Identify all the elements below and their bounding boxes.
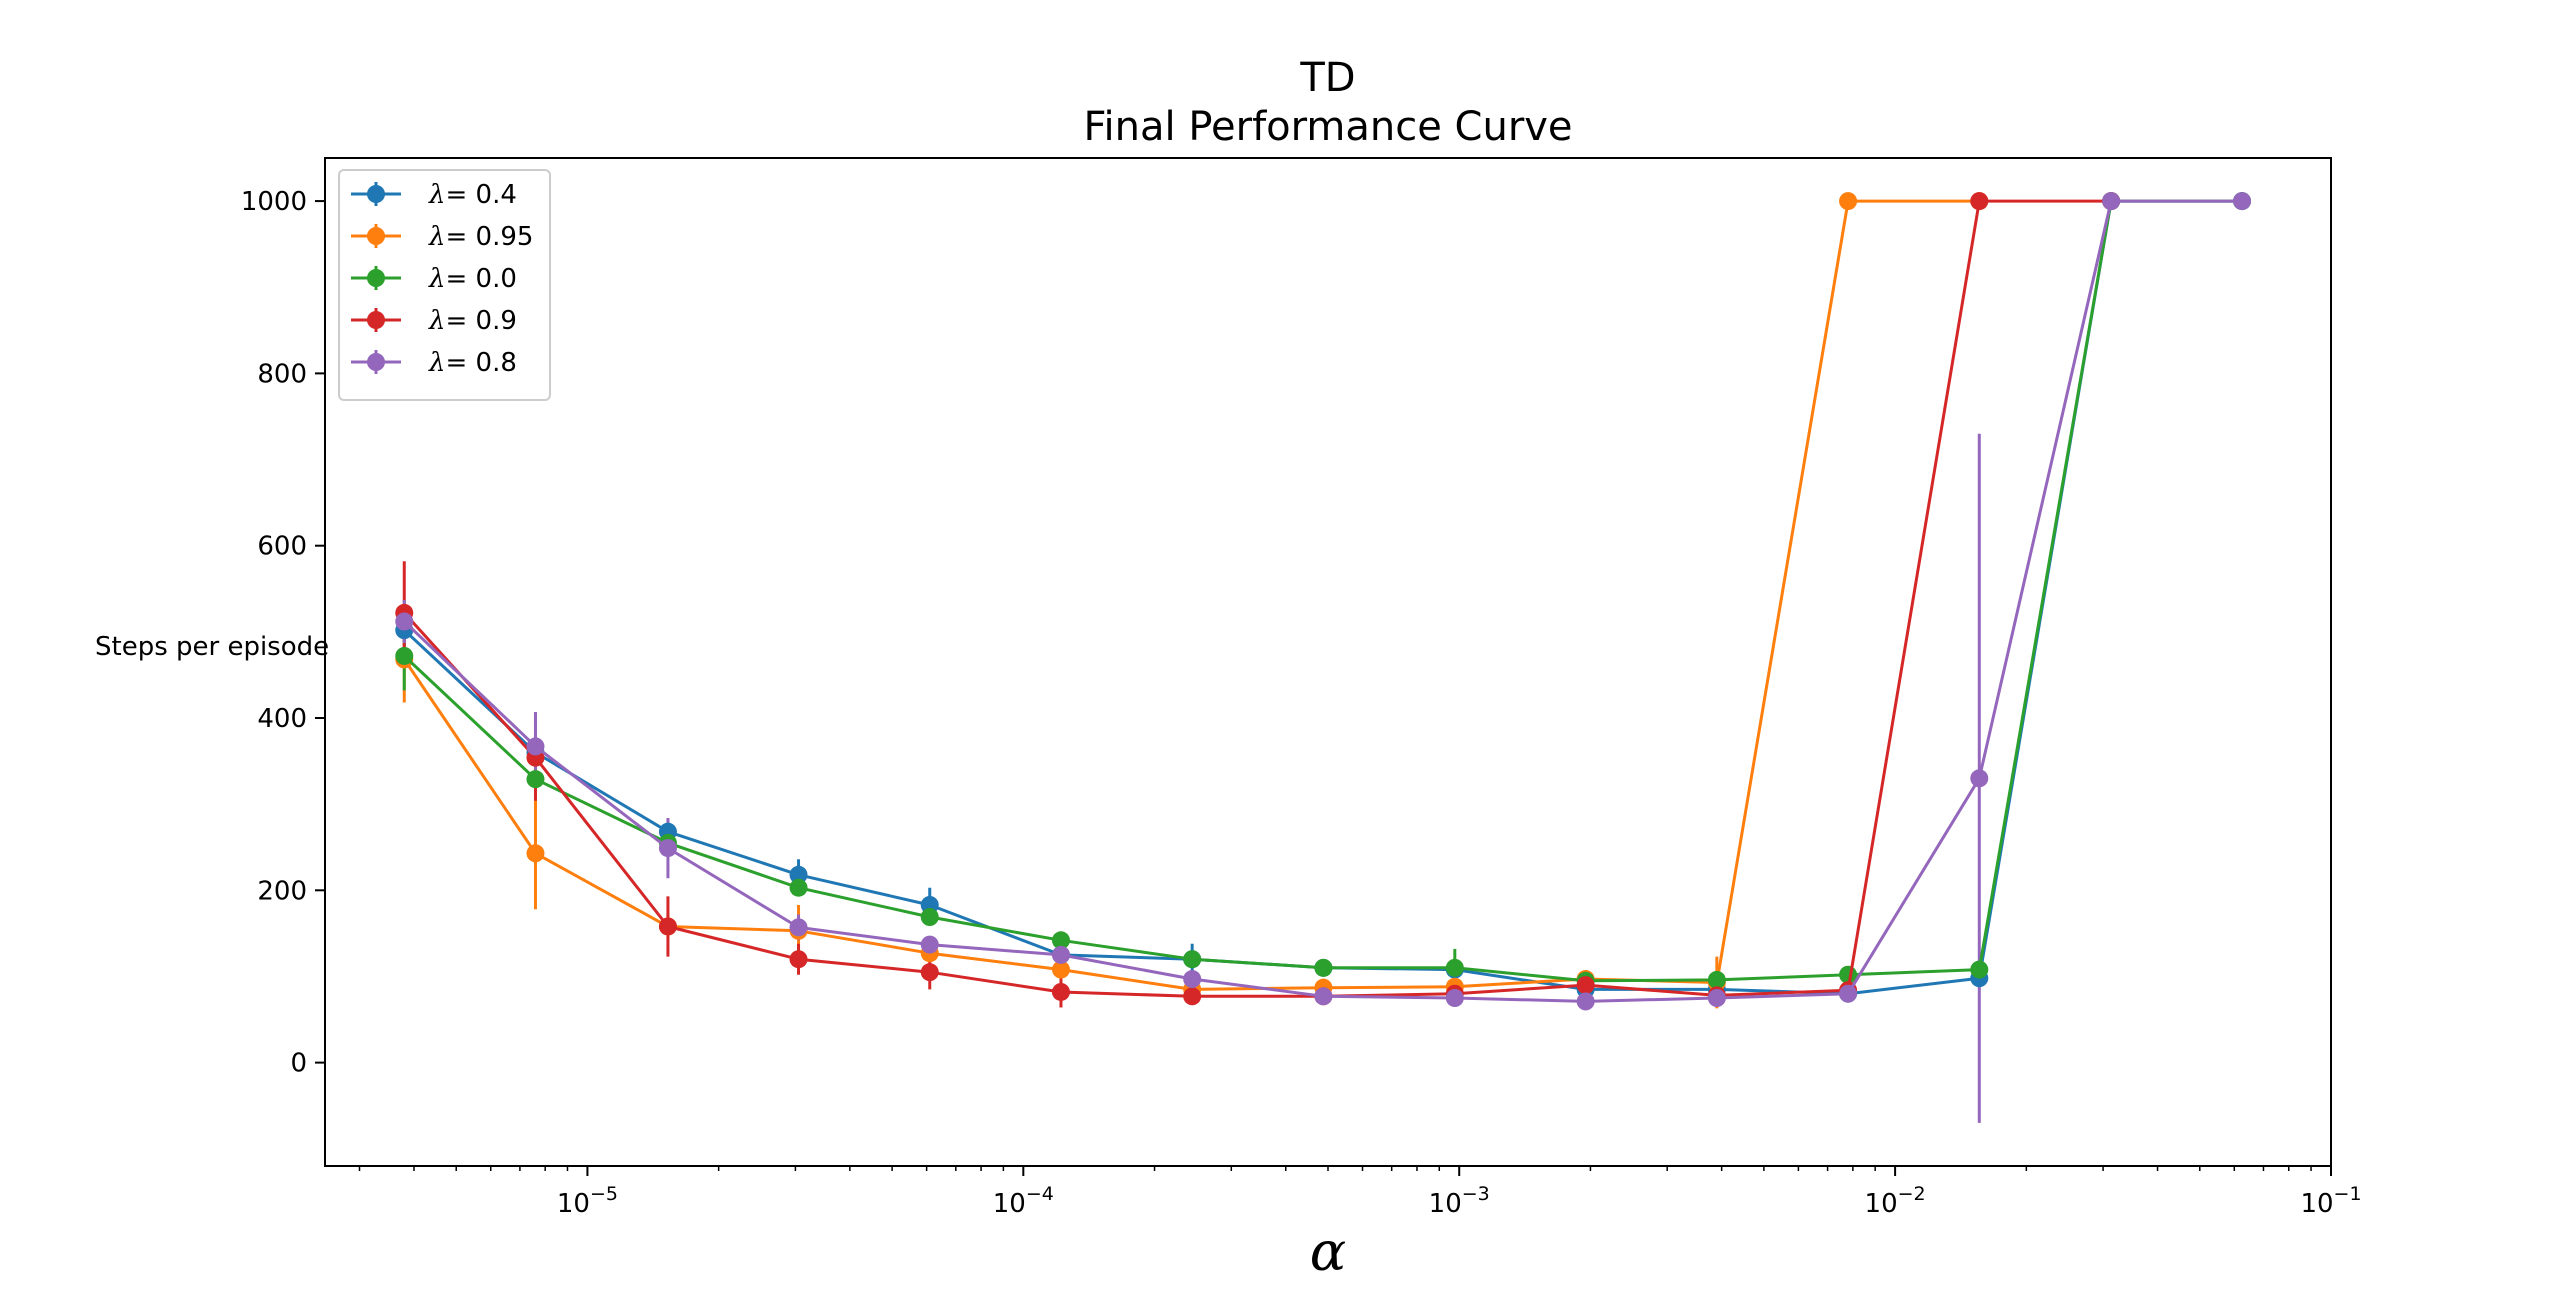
legend-marker — [367, 311, 385, 329]
data-point — [1445, 958, 1464, 977]
data-point — [789, 865, 808, 884]
legend-box — [338, 169, 551, 401]
data-point — [1970, 192, 1989, 211]
data-series — [395, 192, 2252, 1011]
data-point — [789, 950, 808, 969]
x-tick-label: 10−5 — [557, 1183, 618, 1219]
data-point — [1576, 976, 1595, 995]
legend-label: λ= 0.8 — [428, 348, 517, 378]
data-point — [526, 770, 545, 789]
legend-marker — [367, 269, 385, 287]
data-point — [526, 737, 545, 756]
data-point — [2233, 192, 2252, 211]
x-tick-label: 10−4 — [993, 1183, 1054, 1219]
data-point — [395, 612, 414, 631]
data-point — [1576, 992, 1595, 1011]
data-point — [920, 908, 939, 927]
plot-area-frame — [324, 157, 2332, 1167]
legend-label: λ= 0.9 — [428, 306, 517, 336]
chart-subtitle: Final Performance Curve — [1083, 104, 1572, 150]
data-point — [920, 963, 939, 982]
data-point — [1839, 984, 1858, 1003]
series-line — [403, 199, 2112, 998]
axis-ticks: 0 200 400 600 800 1000 10−5 10−4 10−3 10−2 10−1 — [241, 187, 2362, 1219]
legend-marker — [367, 185, 385, 203]
data-point — [1051, 945, 1070, 964]
data-point — [395, 646, 414, 665]
y-tick-label: 0 — [290, 1049, 307, 1079]
legend: λ= 0.4 λ= 0.95 λ= 0.0 λ= 0.9 λ= 0.8 — [338, 169, 551, 401]
data-point — [1051, 960, 1070, 979]
data-point — [658, 839, 677, 858]
y-tick-label: 200 — [257, 876, 307, 906]
chart-title: TD — [1299, 55, 1355, 101]
data-point — [920, 935, 939, 954]
legend-label: λ= 0.95 — [428, 222, 533, 252]
y-tick-label: 800 — [257, 359, 307, 389]
legend-label: λ= 0.0 — [428, 264, 517, 294]
x-tick-label: 10−3 — [1429, 1183, 1490, 1219]
x-tick-label: 10−2 — [1865, 1183, 1926, 1219]
data-point — [1183, 950, 1202, 969]
data-point — [526, 844, 545, 863]
data-point — [1051, 931, 1070, 950]
x-axis-label: α — [1310, 1220, 1346, 1283]
y-tick-label: 400 — [257, 704, 307, 734]
data-point — [1051, 982, 1070, 1001]
legend-marker — [367, 227, 385, 245]
data-point — [1183, 970, 1202, 989]
data-point — [1445, 989, 1464, 1007]
legend-marker — [367, 353, 385, 371]
y-tick-label: 600 — [257, 532, 307, 562]
data-point — [1314, 958, 1333, 977]
x-tick-label: 10−1 — [2300, 1183, 2361, 1219]
data-point — [1839, 192, 1858, 211]
data-point — [2102, 192, 2121, 211]
data-point — [1707, 989, 1726, 1007]
data-point — [1707, 970, 1726, 989]
data-point — [658, 917, 677, 936]
data-point — [789, 918, 808, 937]
data-point — [1970, 769, 1989, 788]
y-tick-label: 1000 — [241, 187, 307, 217]
legend-label: λ= 0.4 — [428, 180, 517, 210]
data-point — [1314, 987, 1333, 1006]
data-point — [1183, 987, 1202, 1006]
data-point — [1970, 960, 1989, 979]
y-axis-label: Steps per episode — [95, 632, 329, 662]
data-point — [789, 878, 808, 897]
